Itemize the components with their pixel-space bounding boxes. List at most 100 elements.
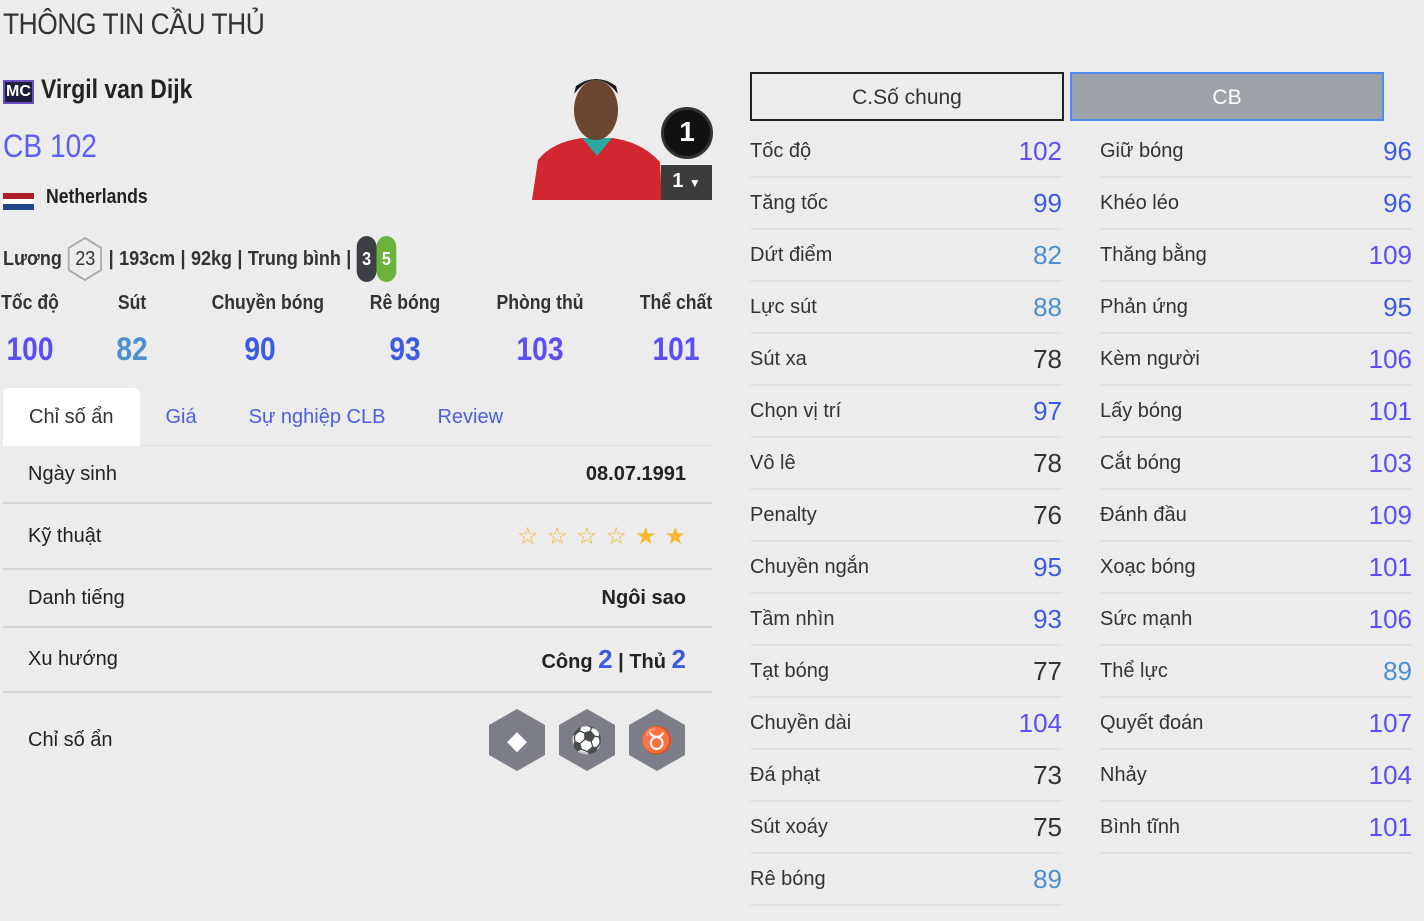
body-type: Trung bình xyxy=(247,247,341,270)
stat-row: Kèm người 106 xyxy=(1100,334,1412,386)
player-name: Virgil van Dijk xyxy=(41,74,193,104)
diamond-icon: ◆ xyxy=(488,708,546,772)
main-stat-label: Tốc độ xyxy=(1,292,59,314)
nation: Netherlands xyxy=(46,186,148,208)
stat-label: Đá phạt xyxy=(750,763,821,786)
reputation: Ngôi sao xyxy=(601,586,686,609)
stat-row: Lực sút 88 xyxy=(750,282,1062,334)
stat-row: Chọn vị trí 97 xyxy=(750,386,1062,438)
star-empty-icon: ☆ xyxy=(605,522,627,550)
wage-label: Lương xyxy=(3,247,62,270)
stat-label: Sút xoáy xyxy=(750,815,828,838)
stat-row: Đánh đầu 109 xyxy=(1100,490,1412,542)
stat-value: 78 xyxy=(1033,343,1062,374)
info-tabs: Chỉ số ẩn Giá Sự nghiệp CLB Review xyxy=(3,388,712,446)
stat-label: Kèm người xyxy=(1100,347,1200,370)
traits-label: Chỉ số ẩn xyxy=(28,728,113,751)
main-stat-value: 101 xyxy=(652,331,700,367)
tab-price[interactable]: Giá xyxy=(165,406,197,428)
main-stat-value: 90 xyxy=(244,331,276,367)
stat-value: 89 xyxy=(1033,863,1062,894)
stat-value: 75 xyxy=(1033,811,1062,842)
main-stat: Phòng thủ 103 xyxy=(485,292,595,368)
main-stat-label: Sút xyxy=(117,292,147,314)
stat-row: Lấy bóng 101 xyxy=(1100,386,1412,438)
stat-row: Penalty 76 xyxy=(750,490,1062,542)
player-info: Lương 23 | 193cm | 92kg | Trung bình | 3 5 xyxy=(3,236,397,282)
weak-foot-icon: 3 xyxy=(356,236,377,282)
stat-label: Chuyền dài xyxy=(750,711,852,734)
stat-value: 97 xyxy=(1033,395,1062,426)
tab-review[interactable]: Review xyxy=(437,406,504,428)
birth-row: Ngày sinh 08.07.1991 xyxy=(3,446,712,504)
weight: 92kg xyxy=(190,247,233,270)
skill-row: Kỹ thuật ☆ ☆ ☆ ☆ ★ ★ xyxy=(3,504,712,570)
stat-value: 102 xyxy=(1018,135,1062,166)
stat-value: 103 xyxy=(1368,447,1412,478)
wage-badge: 23 xyxy=(67,236,103,282)
player-photo xyxy=(532,72,662,200)
stat-label: Dứt điểm xyxy=(750,243,833,266)
reputation-row: Danh tiếng Ngôi sao xyxy=(3,570,712,628)
separator: | xyxy=(108,247,114,270)
stat-row: Đá phạt 73 xyxy=(750,750,1062,802)
stat-value: 89 xyxy=(1383,655,1412,686)
star-filled-icon: ★ xyxy=(634,522,657,550)
upgrade-level: 1 xyxy=(672,170,684,192)
main-stat-value: 93 xyxy=(389,331,421,367)
attack-label: Công xyxy=(541,651,593,673)
stat-value: 82 xyxy=(1033,239,1062,270)
stat-value: 106 xyxy=(1368,603,1412,634)
stat-label: Quyết đoán xyxy=(1100,711,1204,734)
stat-value: 104 xyxy=(1018,707,1062,738)
stat-value: 76 xyxy=(1033,499,1062,530)
main-stat: Thể chất 101 xyxy=(621,292,731,368)
stat-value: 109 xyxy=(1368,499,1412,530)
stat-value: 109 xyxy=(1368,239,1412,270)
buffalo-icon: ♉ xyxy=(628,708,686,772)
stat-row: Xoạc bóng 101 xyxy=(1100,542,1412,594)
separator: | xyxy=(346,247,352,270)
stat-value: 96 xyxy=(1383,135,1412,166)
tab-hidden-stats[interactable]: Chỉ số ẩn xyxy=(3,388,140,446)
upgrade-level-dropdown[interactable]: 1 ▼ xyxy=(661,165,712,200)
stat-label: Sức mạnh xyxy=(1100,607,1193,630)
stat-label: Sút xa xyxy=(750,347,807,370)
stat-value: 78 xyxy=(1033,447,1062,478)
stat-value: 99 xyxy=(1033,187,1062,218)
stat-label: Cắt bóng xyxy=(1100,451,1182,474)
stats-right-column: Giữ bóng 96 Khéo léo 96 Thăng bằng 109 Phản ứn… xyxy=(1100,126,1412,854)
tab-general-stats[interactable]: C.Số chung xyxy=(750,72,1064,121)
stat-row: Tầm nhìn 93 xyxy=(750,594,1062,646)
stat-row: Cắt bóng 103 xyxy=(1100,438,1412,490)
stat-value: 95 xyxy=(1033,551,1062,582)
defense-label: Thủ xyxy=(629,651,666,673)
stat-row: Phản ứng 95 xyxy=(1100,282,1412,334)
stat-row: Sức mạnh 106 xyxy=(1100,594,1412,646)
stat-row: Chuyền dài 104 xyxy=(750,698,1062,750)
separator: | xyxy=(237,247,243,270)
stat-value: 96 xyxy=(1383,187,1412,218)
wage-value: 23 xyxy=(75,247,96,270)
tab-club-career[interactable]: Sự nghiệp CLB xyxy=(248,406,386,428)
stat-row: Dứt điểm 82 xyxy=(750,230,1062,282)
stat-label: Thể lực xyxy=(1100,659,1168,682)
stat-value: 93 xyxy=(1033,603,1062,634)
rank-badge: 1 xyxy=(661,107,713,159)
defense-rate: 2 xyxy=(671,644,686,674)
main-stat-label: Phòng thủ xyxy=(496,292,584,314)
stat-label: Đánh đầu xyxy=(1100,503,1187,526)
stat-row: Sút xoáy 75 xyxy=(750,802,1062,854)
stat-value: 101 xyxy=(1368,551,1412,582)
stat-label: Chuyền ngắn xyxy=(750,555,869,578)
star-empty-icon: ☆ xyxy=(516,522,539,550)
stat-label: Xoạc bóng xyxy=(1100,555,1196,578)
stat-value: 77 xyxy=(1033,655,1062,686)
stat-value: 107 xyxy=(1368,707,1412,738)
stat-row: Tăng tốc 99 xyxy=(750,178,1062,230)
stat-row: Tốc độ 102 xyxy=(750,126,1062,178)
stat-label: Khéo léo xyxy=(1100,191,1179,214)
stat-label: Giữ bóng xyxy=(1100,139,1184,162)
skill-label: Kỹ thuật xyxy=(28,524,102,547)
tab-position-stats[interactable]: CB xyxy=(1070,72,1384,121)
